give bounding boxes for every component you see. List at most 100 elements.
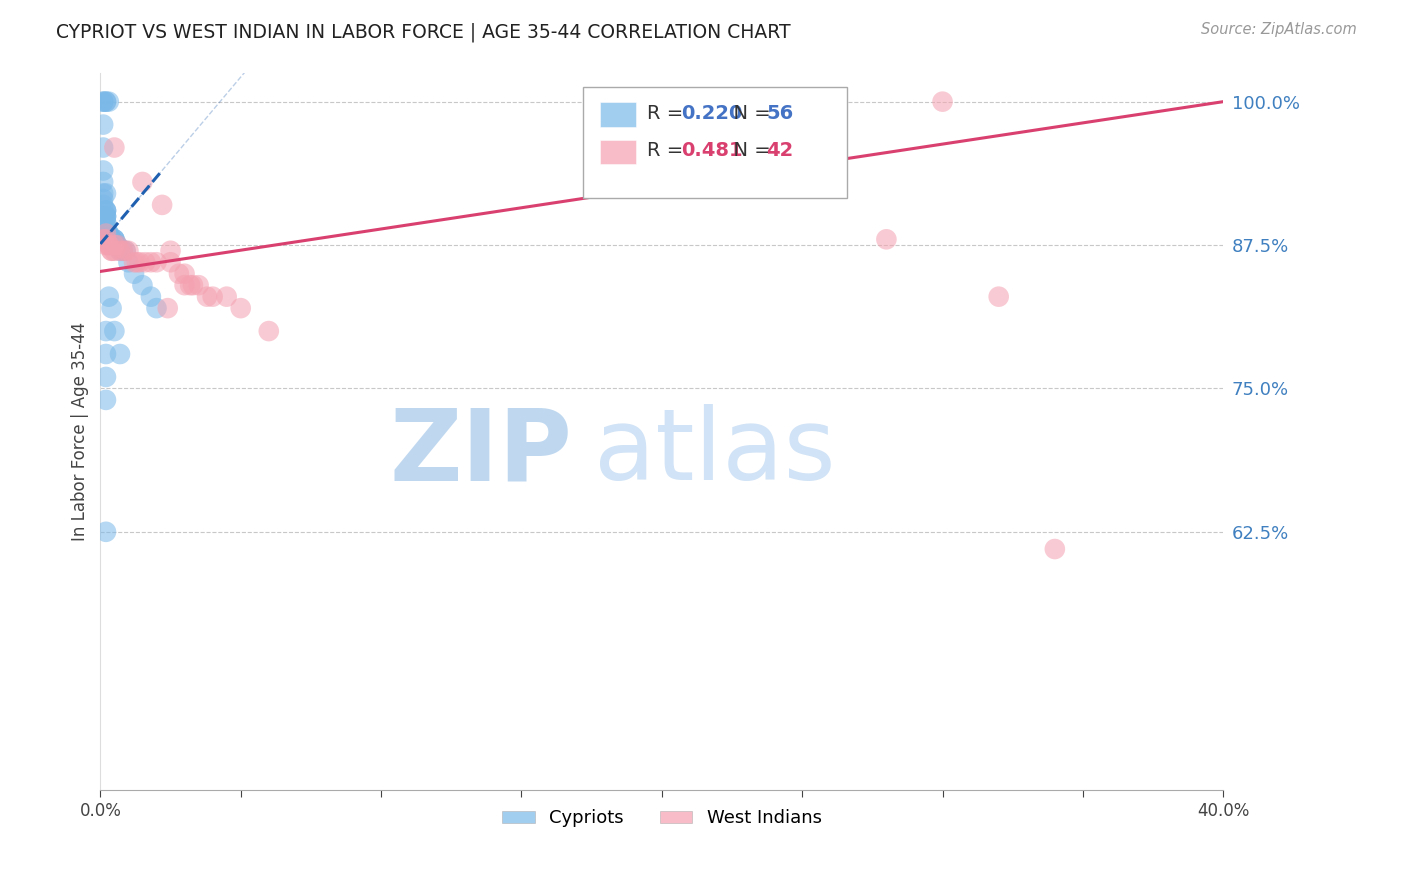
Text: 0.220: 0.220 <box>681 104 742 123</box>
Legend: Cypriots, West Indians: Cypriots, West Indians <box>495 802 830 835</box>
Point <box>91 95 114 109</box>
Point <box>97 95 120 109</box>
Point <box>145 301 167 315</box>
Point <box>159 255 181 269</box>
Point <box>94 210 117 224</box>
Point <box>94 186 117 201</box>
Point <box>139 255 162 269</box>
Point <box>94 210 117 224</box>
Point <box>201 290 224 304</box>
Text: 0.481: 0.481 <box>681 141 742 160</box>
Point <box>114 244 136 258</box>
Point <box>156 301 179 315</box>
Text: N =: N = <box>721 104 778 123</box>
FancyBboxPatch shape <box>600 103 636 127</box>
Point <box>122 255 145 269</box>
Point <box>100 232 122 246</box>
Point <box>131 278 153 293</box>
Text: 42: 42 <box>766 141 793 160</box>
Point <box>100 232 122 246</box>
Point <box>257 324 280 338</box>
Point <box>108 347 131 361</box>
Point <box>181 278 204 293</box>
Point <box>931 95 953 109</box>
Point <box>94 370 117 384</box>
Point <box>111 244 134 258</box>
Text: 56: 56 <box>766 104 793 123</box>
Point <box>103 244 125 258</box>
Point <box>987 290 1010 304</box>
Point <box>125 255 148 269</box>
Point <box>117 244 139 258</box>
Point <box>91 192 114 206</box>
Point <box>173 267 195 281</box>
Point <box>105 238 128 252</box>
Point <box>94 347 117 361</box>
Point <box>91 175 114 189</box>
Point <box>91 232 114 246</box>
Point <box>134 255 156 269</box>
Point <box>139 290 162 304</box>
Point <box>94 215 117 229</box>
Point <box>94 95 117 109</box>
Text: ZIP: ZIP <box>389 404 572 501</box>
Point <box>167 267 190 281</box>
Point <box>94 324 117 338</box>
Point <box>117 255 139 269</box>
Point <box>103 232 125 246</box>
Text: R =: R = <box>647 104 690 123</box>
Point <box>94 238 117 252</box>
Point <box>91 95 114 109</box>
Point <box>97 227 120 241</box>
Point <box>94 524 117 539</box>
Text: CYPRIOT VS WEST INDIAN IN LABOR FORCE | AGE 35-44 CORRELATION CHART: CYPRIOT VS WEST INDIAN IN LABOR FORCE | … <box>56 22 790 42</box>
Point <box>94 203 117 218</box>
Point <box>108 244 131 258</box>
Point <box>103 238 125 252</box>
Point <box>94 210 117 224</box>
Point <box>94 215 117 229</box>
Point <box>145 255 167 269</box>
Point <box>97 238 120 252</box>
Point <box>97 290 120 304</box>
Point <box>94 220 117 235</box>
Y-axis label: In Labor Force | Age 35-44: In Labor Force | Age 35-44 <box>72 322 89 541</box>
Point <box>128 255 150 269</box>
Point <box>229 301 252 315</box>
Point <box>100 244 122 258</box>
Point <box>91 198 114 212</box>
Point <box>179 278 201 293</box>
Point <box>100 232 122 246</box>
Point <box>94 220 117 235</box>
Point <box>215 290 238 304</box>
Point <box>97 238 120 252</box>
Point <box>94 392 117 407</box>
Point <box>173 278 195 293</box>
Point <box>97 227 120 241</box>
Point <box>122 267 145 281</box>
FancyBboxPatch shape <box>583 87 846 198</box>
Point <box>195 290 218 304</box>
FancyBboxPatch shape <box>600 140 636 164</box>
Text: R =: R = <box>647 141 690 160</box>
Point <box>105 238 128 252</box>
Point <box>94 203 117 218</box>
Text: N =: N = <box>721 141 778 160</box>
Point <box>150 198 173 212</box>
Point <box>103 232 125 246</box>
Point <box>111 244 134 258</box>
Point <box>91 163 114 178</box>
Point <box>94 220 117 235</box>
Point <box>875 232 897 246</box>
Point <box>105 238 128 252</box>
Point <box>97 232 120 246</box>
Point <box>103 324 125 338</box>
Point <box>114 244 136 258</box>
Point <box>91 118 114 132</box>
Point <box>97 232 120 246</box>
Point <box>94 95 117 109</box>
Point <box>100 244 122 258</box>
Point <box>1043 541 1066 556</box>
Point <box>94 203 117 218</box>
Point <box>103 140 125 154</box>
